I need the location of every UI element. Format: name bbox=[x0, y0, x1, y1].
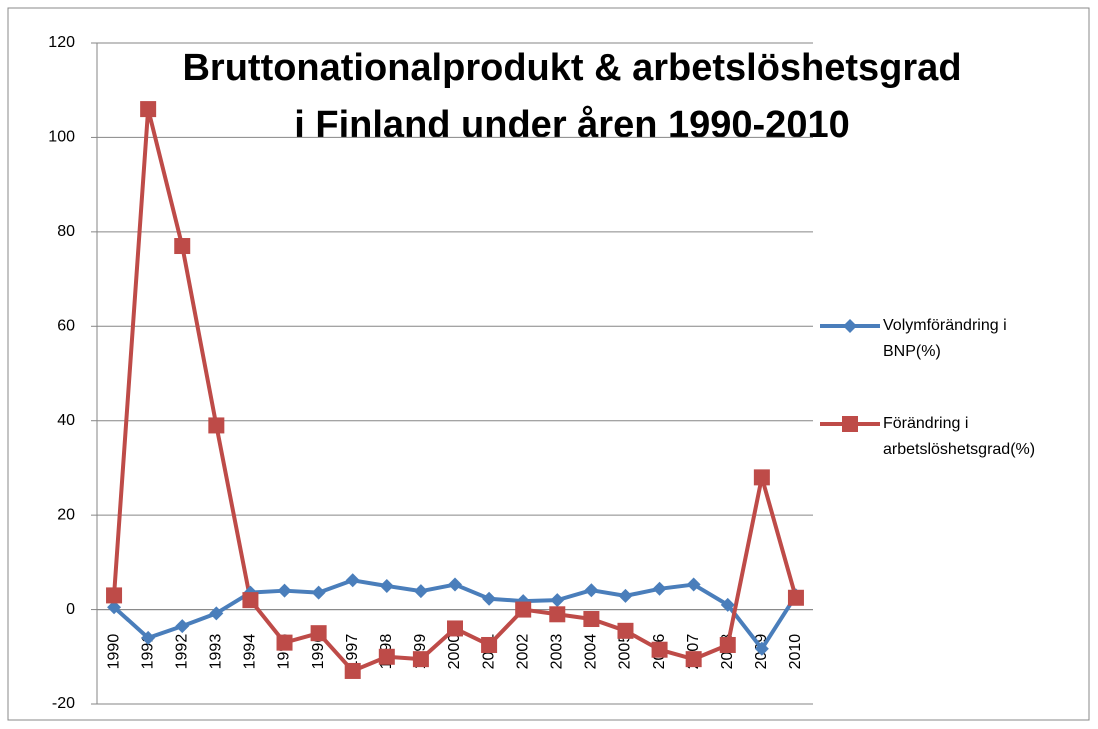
legend-label: Förändring i arbetslöshetsgrad(%) bbox=[883, 415, 1036, 458]
x-tick-label: 1997 bbox=[344, 634, 361, 670]
x-tick-label: 1993 bbox=[208, 634, 225, 670]
marker bbox=[140, 101, 157, 118]
marker bbox=[276, 634, 293, 651]
marker bbox=[550, 593, 565, 608]
y-tick-label: 120 bbox=[48, 34, 75, 51]
legend-marker bbox=[843, 319, 857, 333]
chart-border bbox=[7, 7, 1090, 721]
marker bbox=[515, 601, 532, 618]
marker bbox=[549, 606, 566, 623]
marker bbox=[686, 577, 701, 592]
marker bbox=[482, 591, 497, 606]
legend-label: Volymförändring i BNP(%) bbox=[883, 317, 1007, 360]
y-tick-label: 60 bbox=[57, 318, 75, 335]
marker bbox=[412, 651, 429, 668]
y-tick-label: 20 bbox=[57, 506, 75, 523]
x-tick-label: 1992 bbox=[173, 634, 190, 670]
y-tick-label: -20 bbox=[52, 695, 75, 712]
y-tick-label: 80 bbox=[57, 223, 75, 240]
marker bbox=[345, 573, 360, 588]
y-tick-label: 40 bbox=[57, 412, 75, 429]
marker bbox=[208, 417, 225, 434]
marker bbox=[584, 583, 599, 598]
marker bbox=[209, 606, 224, 621]
marker bbox=[107, 600, 122, 615]
y-tick-label: 100 bbox=[48, 129, 75, 146]
legend-marker bbox=[842, 416, 858, 432]
marker bbox=[651, 641, 668, 658]
marker bbox=[753, 469, 770, 486]
marker bbox=[310, 625, 327, 642]
marker bbox=[413, 584, 428, 599]
x-tick-label: 2002 bbox=[514, 634, 531, 670]
x-tick-label: 2010 bbox=[787, 634, 804, 670]
x-tick-label: 2004 bbox=[583, 634, 600, 670]
x-tick-label: 2003 bbox=[549, 634, 566, 670]
marker bbox=[175, 619, 190, 634]
marker bbox=[174, 238, 191, 255]
marker bbox=[106, 587, 123, 604]
marker bbox=[447, 620, 463, 637]
chart-title: Bruttonationalprodukt & arbetslöshetsgra… bbox=[182, 47, 961, 89]
marker bbox=[311, 585, 326, 600]
marker bbox=[754, 641, 769, 656]
marker bbox=[618, 588, 633, 603]
marker bbox=[379, 578, 394, 593]
marker bbox=[685, 651, 702, 668]
x-tick-label: 2000 bbox=[446, 634, 463, 670]
y-tick-label: 0 bbox=[66, 601, 75, 618]
x-tick-label: 1990 bbox=[105, 634, 122, 670]
marker bbox=[344, 662, 361, 679]
marker bbox=[720, 597, 735, 612]
marker bbox=[242, 592, 259, 609]
x-tick-label: 2005 bbox=[617, 634, 634, 670]
x-tick-label: 1991 bbox=[139, 634, 156, 670]
marker bbox=[448, 577, 462, 592]
x-tick-label: 1994 bbox=[242, 634, 259, 670]
x-tick-label: 1996 bbox=[310, 634, 327, 670]
marker bbox=[141, 630, 156, 645]
marker bbox=[787, 589, 804, 606]
marker bbox=[719, 636, 736, 653]
marker bbox=[277, 583, 292, 598]
marker bbox=[617, 622, 634, 639]
marker bbox=[652, 581, 667, 596]
marker bbox=[481, 636, 498, 653]
chart-title: i Finland under åren 1990-2010 bbox=[294, 104, 849, 146]
marker bbox=[378, 648, 395, 665]
marker bbox=[583, 611, 600, 628]
